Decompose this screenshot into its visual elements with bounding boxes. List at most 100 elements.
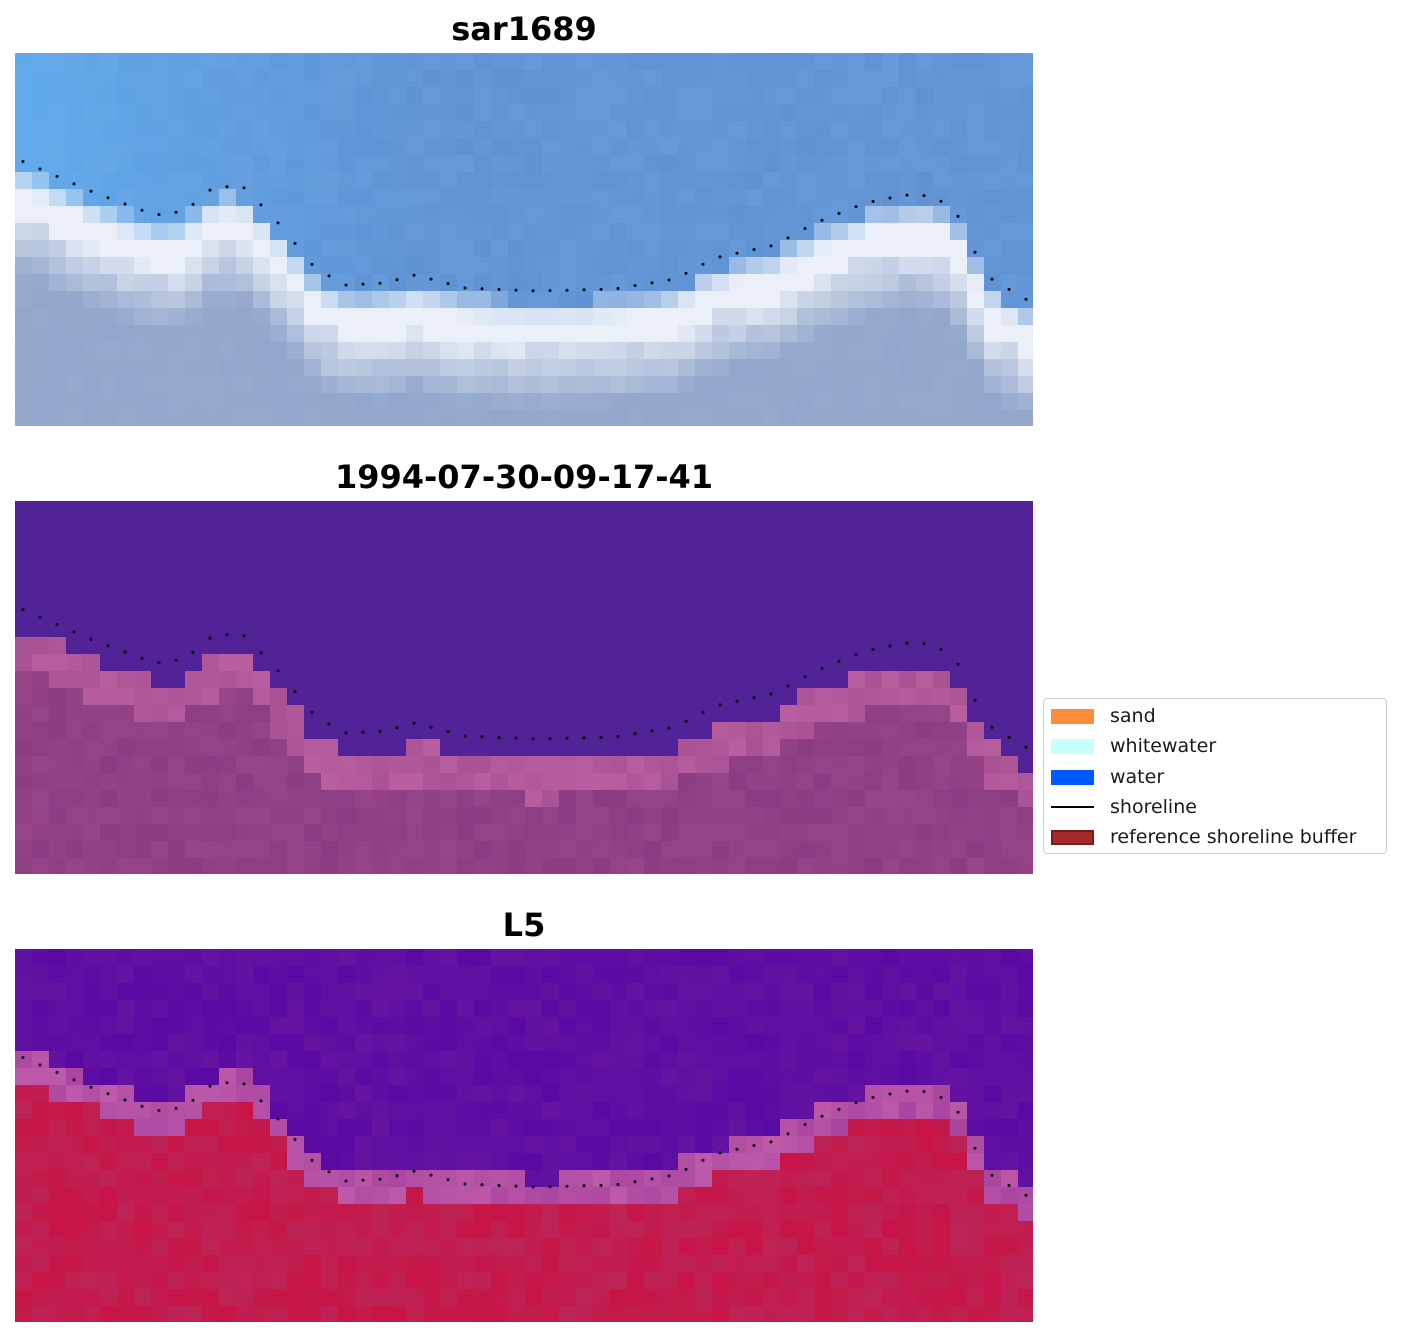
legend-label-sand: sand [1110, 705, 1156, 727]
shoreline-point [497, 735, 501, 739]
legend-item-water: water [1051, 766, 1165, 788]
shoreline-point [395, 1174, 399, 1178]
legend-swatch-sand [1051, 708, 1094, 724]
shoreline-point [650, 1177, 654, 1181]
shoreline-point [395, 726, 399, 730]
legend-item-reference-buffer: reference shoreline buffer [1051, 826, 1356, 848]
shoreline-point [837, 1107, 841, 1111]
shoreline-point [786, 684, 790, 688]
shoreline-point [871, 199, 875, 203]
shoreline-point [820, 666, 824, 670]
shoreline-point [752, 696, 756, 700]
shoreline-point [361, 282, 365, 286]
shoreline-point [276, 669, 280, 673]
shoreline-point [752, 248, 756, 252]
shoreline-point [803, 227, 807, 230]
shoreline-point [140, 1104, 144, 1108]
shoreline-point [361, 1178, 365, 1182]
shoreline-point [922, 1090, 926, 1094]
shoreline-point [990, 1173, 994, 1177]
shoreline-point [463, 286, 467, 290]
shoreline-point [242, 186, 246, 190]
shoreline-point [701, 710, 705, 714]
shoreline-point [718, 703, 722, 707]
shoreline-point [89, 637, 93, 641]
shoreline-point [633, 1180, 637, 1184]
shoreline-point [140, 656, 144, 660]
shoreline-point [89, 189, 93, 193]
shoreline-point [752, 1144, 756, 1148]
shoreline-point [480, 287, 484, 291]
shoreline-point [429, 1173, 433, 1177]
shoreline-point [667, 726, 671, 730]
shoreline-point [548, 737, 552, 741]
shoreline-point [242, 1082, 246, 1086]
shoreline-point [106, 644, 110, 648]
shoreline-point [939, 647, 943, 651]
shoreline-point [208, 188, 212, 192]
shoreline-point [293, 689, 297, 693]
shoreline-point [378, 281, 382, 285]
shoreline-point [650, 729, 654, 733]
shoreline-point [905, 641, 909, 645]
shoreline-point [1024, 1193, 1028, 1197]
shoreline-point [922, 642, 926, 646]
shoreline-point [293, 241, 297, 245]
shoreline-point [837, 659, 841, 663]
shoreline-point [123, 1098, 127, 1102]
shoreline-point [38, 167, 42, 171]
shoreline-point [888, 196, 892, 200]
shoreline-point [582, 1184, 586, 1188]
shoreline-point [718, 255, 722, 259]
shoreline-point [803, 675, 807, 678]
shoreline-point [72, 182, 76, 186]
shoreline-point [191, 650, 195, 654]
shoreline-point [497, 1183, 501, 1187]
shoreline-point [327, 274, 331, 278]
shoreline-point [310, 1158, 314, 1162]
legend-label-water: water [1110, 766, 1165, 788]
shoreline-point [157, 660, 161, 664]
shoreline-point [565, 1184, 569, 1188]
shoreline-point [786, 1132, 790, 1136]
shoreline-point [310, 262, 314, 266]
panel-title-2: 1994-07-30-09-17-41 [334, 458, 714, 496]
shoreline-point [327, 722, 331, 726]
legend-item-shoreline: shoreline [1051, 796, 1197, 818]
shoreline-point [616, 1183, 620, 1186]
shoreline-point [446, 1178, 450, 1182]
shoreline-point [38, 615, 42, 619]
shoreline-point [1007, 1183, 1011, 1187]
shoreline-point [497, 287, 501, 291]
shoreline-point [412, 1169, 416, 1173]
shoreline-point [990, 725, 994, 729]
shoreline-point [21, 608, 25, 611]
shoreline-point [548, 1185, 552, 1189]
shoreline-point [106, 196, 110, 200]
shoreline-point [259, 1099, 263, 1103]
shoreline-point [684, 271, 688, 275]
shoreline-point [922, 194, 926, 198]
shoreline-point [72, 1078, 76, 1082]
shoreline-point [480, 735, 484, 739]
shoreline-point [735, 251, 739, 255]
shoreline-point [531, 1185, 535, 1189]
classified-image-raster [15, 501, 1033, 874]
shoreline-point [276, 1117, 280, 1121]
shoreline-point [344, 731, 348, 735]
shoreline-point [701, 262, 705, 266]
shoreline-point [140, 208, 144, 212]
shoreline-point [378, 729, 382, 733]
shoreline-point [123, 202, 127, 206]
shoreline-point [446, 730, 450, 734]
shoreline-point [735, 1147, 739, 1151]
shoreline-point [888, 1092, 892, 1096]
shoreline-point [276, 221, 280, 225]
shoreline-point [361, 730, 365, 734]
shoreline-point [378, 1177, 382, 1181]
shoreline-point [531, 737, 535, 741]
shoreline-point [548, 289, 552, 293]
shoreline-point [735, 699, 739, 703]
shoreline-point [395, 278, 399, 282]
rgb-image-panel [15, 53, 1033, 426]
